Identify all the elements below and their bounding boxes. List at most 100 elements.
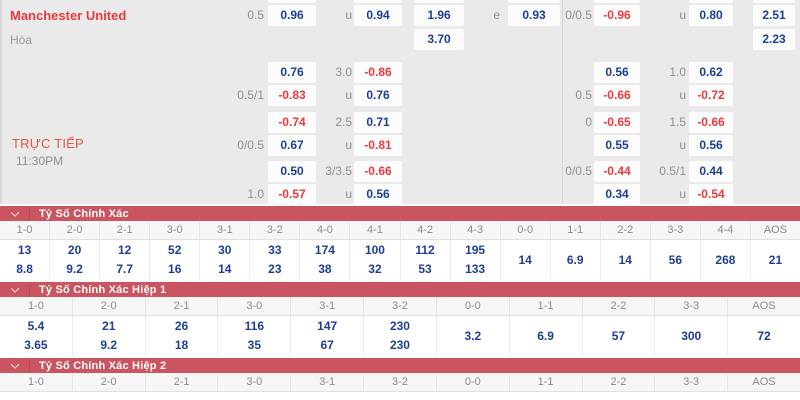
score-odds-cell[interactable]: 112 53 [401, 240, 451, 280]
clipped-odds-cell [414, 0, 464, 3]
odds-cell[interactable]: 2.23 [753, 29, 795, 50]
score-odds-value: 300 [681, 328, 702, 343]
score-odds-cell[interactable]: 30 14 [200, 240, 251, 280]
score-odds-cell[interactable]: 147 67 [291, 316, 365, 356]
score-odds-value: 12 [117, 243, 132, 257]
odds-cell[interactable]: 0.56 [689, 135, 733, 156]
chevron-down-icon [0, 206, 30, 221]
odds-cell[interactable]: 0.96 [268, 5, 316, 26]
score-odds-cell[interactable]: 33 23 [250, 240, 301, 280]
odds-cell[interactable]: 0.93 [508, 5, 560, 26]
score-header-row: 1-0 2-0 2-1 3-0 3-1 3-2 0-0 1-1 2-2 3-3 AOS [0, 373, 800, 392]
score-odds-cell[interactable]: 300 [655, 316, 729, 356]
score-odds-cell[interactable]: 72 [728, 316, 800, 356]
score-column-header: 3-3 [655, 297, 729, 315]
odds-cell[interactable]: 1.96 [414, 5, 464, 26]
odds-cell[interactable]: -0.44 [594, 161, 640, 182]
section-header-bar[interactable]: Tỷ Số Chính Xác Hiệp 2 [0, 358, 800, 373]
score-odds-cell[interactable]: 268 [701, 240, 751, 280]
score-section: Tỷ Số Chính Xác Hiệp 2 1-0 2-0 2-1 3-0 3-1 3-2… [0, 358, 800, 392]
score-odds-cell[interactable]: 3.2 [437, 316, 510, 356]
score-column-header: 4-2 [401, 221, 451, 239]
score-odds-cell[interactable]: 230 230 [364, 316, 437, 356]
line-label: u [679, 8, 686, 22]
score-odds-cell[interactable]: 12 7.7 [100, 240, 151, 280]
clipped-odds-cell [689, 0, 733, 3]
score-odds-cell[interactable]: 6.9 [510, 316, 583, 356]
score-odds-cell[interactable]: 100 32 [350, 240, 401, 280]
score-odds-cell[interactable]: 21 [751, 240, 800, 280]
line-label: u [679, 187, 686, 201]
score-odds-value: 9.2 [100, 338, 118, 352]
score-odds-cell[interactable]: 14 [501, 240, 551, 280]
odds-cell[interactable]: 0.67 [268, 135, 316, 156]
score-odds-cell[interactable]: 26 18 [146, 316, 219, 356]
score-odds-value: 30 [218, 243, 232, 257]
line-label: u [679, 88, 686, 102]
line-label: u [345, 187, 352, 201]
odds-cell[interactable]: 0.62 [689, 62, 733, 83]
odds-cell[interactable]: 2.51 [753, 5, 795, 26]
score-column-header: 3-3 [651, 221, 701, 239]
odds-cell[interactable]: 0.44 [689, 161, 733, 182]
score-odds-cell[interactable]: 52 16 [150, 240, 201, 280]
score-column-header: 3-1 [291, 297, 365, 315]
score-odds-cell[interactable]: 6.9 [551, 240, 601, 280]
line-label: 3.0 [335, 65, 352, 79]
clipped-odds-cell [508, 0, 560, 3]
score-odds-value: 72 [757, 328, 771, 343]
score-odds-cell[interactable]: 21 9.2 [73, 316, 146, 356]
section-header-bar[interactable]: Tỷ Số Chính Xác [0, 206, 800, 221]
odds-cell[interactable]: -0.86 [354, 62, 402, 83]
score-column-header: 3-1 [291, 373, 365, 391]
odds-cell[interactable]: -0.72 [689, 85, 733, 106]
section-header-bar[interactable]: Tỷ Số Chính Xác Hiệp 1 [0, 282, 800, 297]
score-column-header: 0-0 [501, 221, 551, 239]
odds-cell[interactable]: -0.66 [594, 85, 640, 106]
line-label: 1.0 [669, 65, 686, 79]
score-odds-cell[interactable]: 14 [601, 240, 651, 280]
odds-cell[interactable]: -0.66 [354, 161, 402, 182]
odds-cell[interactable]: 3.70 [414, 29, 464, 50]
line-label: 0.5/1 [659, 164, 686, 178]
odds-cell[interactable]: 0.71 [354, 112, 402, 133]
line-label: 0 [585, 115, 592, 129]
score-column-header: 3-2 [364, 373, 437, 391]
line-label: 0.5/1 [237, 88, 264, 102]
score-odds-value: 53 [418, 262, 432, 276]
odds-cell[interactable]: 0.34 [594, 184, 640, 205]
odds-cell[interactable]: 0.76 [354, 85, 402, 106]
score-odds-cell[interactable]: 174 38 [300, 240, 351, 280]
odds-cell[interactable]: -0.66 [689, 112, 733, 133]
score-column-header: 4-3 [451, 221, 501, 239]
odds-cell[interactable]: -0.65 [594, 112, 640, 133]
score-column-header: 2-2 [583, 297, 656, 315]
odds-cell[interactable]: -0.83 [268, 85, 316, 106]
odds-cell[interactable]: 0.56 [354, 184, 402, 205]
odds-cell[interactable]: 0.94 [354, 5, 402, 26]
odds-cell[interactable]: 0.50 [268, 161, 316, 182]
score-odds-cell[interactable]: 5.4 3.65 [0, 316, 73, 356]
score-odds-cell[interactable]: 56 [651, 240, 701, 280]
odds-cell[interactable]: 0.76 [268, 62, 316, 83]
odds-cell[interactable]: -0.81 [354, 135, 402, 156]
score-column-header: 3-2 [250, 221, 301, 239]
score-odds-cell[interactable]: 57 [583, 316, 656, 356]
score-odds-value: 230 [389, 338, 410, 352]
score-odds-cell[interactable]: 116 35 [218, 316, 292, 356]
score-column-header: 2-2 [583, 373, 656, 391]
odds-cell[interactable]: 0.56 [594, 62, 640, 83]
score-odds-cell[interactable]: 20 9.2 [50, 240, 101, 280]
odds-cell[interactable]: 0.80 [689, 5, 733, 26]
odds-cell[interactable]: 0.55 [594, 135, 640, 156]
line-label: 0.5 [247, 8, 264, 22]
odds-cell[interactable]: -0.57 [268, 184, 316, 205]
score-odds-cell[interactable]: 195 133 [451, 240, 501, 280]
odds-cell[interactable]: -0.54 [689, 184, 733, 205]
odds-cell[interactable]: -0.96 [594, 5, 640, 26]
odds-cell[interactable]: -0.74 [268, 112, 316, 133]
score-values-row: 13 8.8 20 9.2 12 7.7 52 16 30 14 33 23 174 38 100 32 112… [0, 240, 800, 280]
line-label: u [345, 138, 352, 152]
score-odds-cell[interactable]: 13 8.8 [0, 240, 51, 280]
